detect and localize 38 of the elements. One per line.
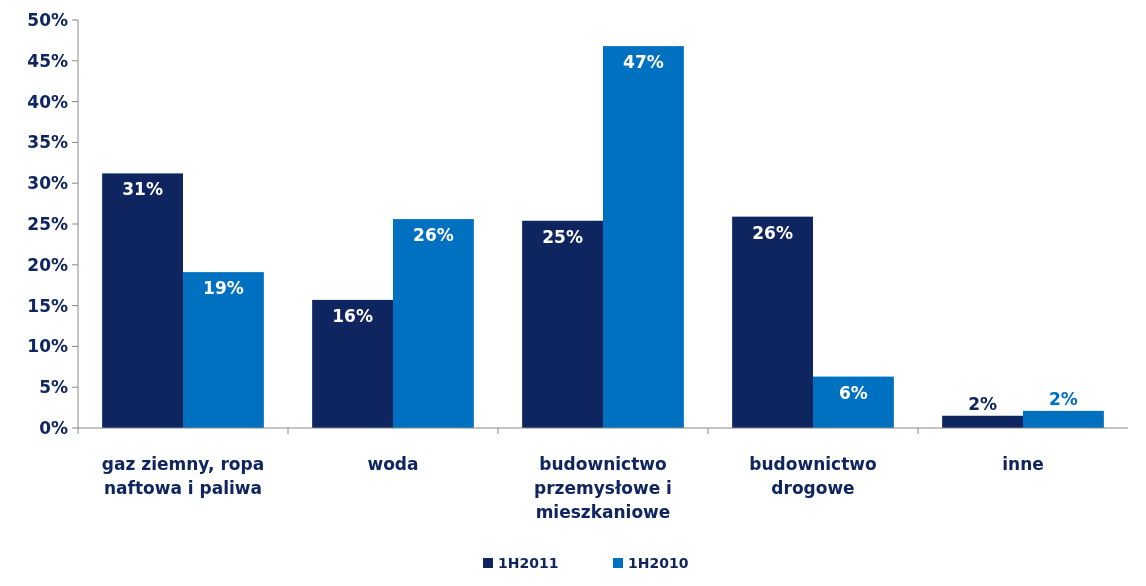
bar xyxy=(1023,410,1104,428)
y-tick-label: 20% xyxy=(27,254,68,275)
bar xyxy=(942,415,1023,428)
data-label: 47% xyxy=(623,52,664,73)
bar xyxy=(813,376,894,428)
x-tick-label: budownictwo drogowe xyxy=(749,454,877,498)
y-tick-label: 10% xyxy=(27,336,68,357)
y-tick-label: 40% xyxy=(27,91,68,112)
y-tick-label: 0% xyxy=(39,417,68,438)
bar xyxy=(732,216,813,428)
bar xyxy=(102,173,183,428)
data-label: 26% xyxy=(413,225,454,246)
legend-label: 1H2010 xyxy=(628,555,689,571)
data-label: 25% xyxy=(542,226,583,247)
x-tick-label: gaz ziemny, ropa naftowa i paliwa xyxy=(101,454,265,498)
data-label: 2% xyxy=(1048,388,1078,409)
data-label: 19% xyxy=(203,278,244,299)
data-label: 16% xyxy=(332,305,373,326)
bar xyxy=(183,272,264,428)
bar xyxy=(393,219,474,428)
bar xyxy=(522,220,603,428)
data-label: 6% xyxy=(838,382,868,403)
y-tick-label: 50% xyxy=(27,9,68,30)
y-tick-label: 30% xyxy=(27,173,68,194)
legend-label: 1H2011 xyxy=(498,555,559,571)
data-label: 2% xyxy=(968,393,998,414)
bar xyxy=(603,46,684,428)
x-tick-label: budownictwo przemysłowe i mieszkaniowe xyxy=(534,454,672,522)
bar xyxy=(312,299,393,428)
y-tick-label: 5% xyxy=(39,377,68,398)
y-tick-label: 15% xyxy=(27,295,68,316)
data-label: 26% xyxy=(752,222,793,243)
y-tick-label: 25% xyxy=(27,213,68,234)
data-label: 31% xyxy=(122,179,163,200)
y-tick-label: 35% xyxy=(27,132,68,153)
y-tick-label: 45% xyxy=(27,50,68,71)
x-tick-label: inne xyxy=(1002,454,1044,474)
x-tick-label: woda xyxy=(367,454,419,474)
